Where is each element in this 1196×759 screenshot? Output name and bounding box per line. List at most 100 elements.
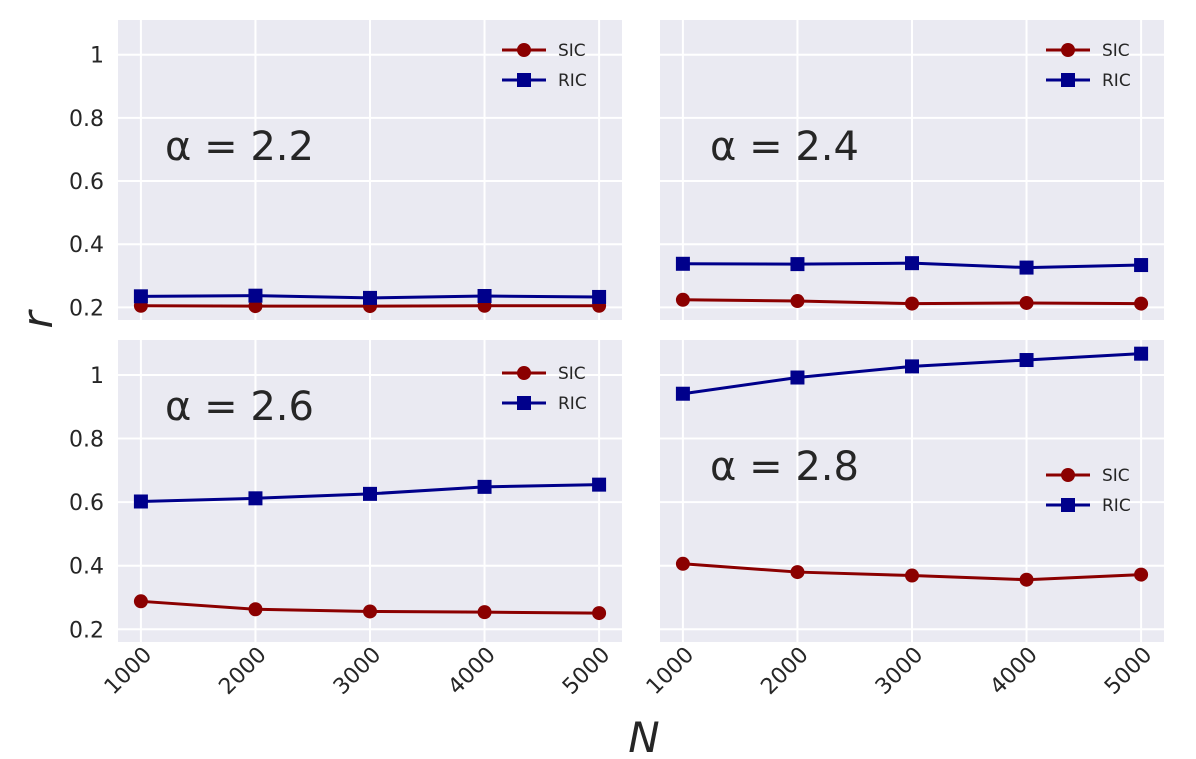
data-point [675,292,690,307]
x-tick-label: 3000 [871,643,928,700]
legend-item: RIC [502,71,587,91]
alpha-annotation: α = 2.4 [710,124,859,170]
legend-marker [1061,498,1075,512]
legend-label: RIC [1102,496,1131,516]
x-tick-label: 5000 [1100,643,1157,700]
legend-item: RIC [502,394,587,414]
x-tick-label: 3000 [329,643,386,700]
x-tick-label: 2000 [756,643,813,700]
legend-label: SIC [558,364,586,384]
alpha-annotation: α = 2.6 [165,384,314,430]
legend-item: SIC [1046,41,1130,61]
data-point [1019,572,1034,587]
y-tick-label: 1 [90,44,104,69]
x-tick-label: 1000 [642,643,699,700]
legend-label: SIC [1102,466,1130,486]
series-ric [675,256,1149,275]
data-point [477,605,492,620]
data-point [133,594,148,609]
panel-2: α = 2.4 SIC RIC [660,20,1164,320]
data-point [248,602,263,617]
panel-4: 1000 2000 3000 4000 5000 α = 2.8 SIC RIC [642,340,1164,700]
legend-marker [517,366,531,380]
legend-item: RIC [1046,496,1131,516]
panel-3: 0.2 0.4 0.6 0.8 1 1000 2000 3000 4000 5000 α = 2.6… [69,340,622,700]
legend-label: SIC [1102,41,1130,61]
legend-item: SIC [1046,466,1130,486]
legend-item: SIC [502,364,586,384]
x-tick-label: 4000 [444,643,501,700]
y-tick-label: 0.8 [69,428,104,453]
legend: SIC RIC [1046,41,1131,91]
legend: SIC RIC [1046,466,1131,516]
data-point [905,256,919,271]
data-point [790,565,805,580]
x-tick-label: 2000 [214,643,271,700]
series-ric [675,346,1149,401]
legend: SIC RIC [502,364,587,414]
data-point [477,479,492,494]
data-point [363,486,377,501]
data-point [592,289,607,304]
data-point [905,296,919,311]
legend-item: SIC [502,41,586,61]
legend-label: RIC [558,71,587,91]
data-point [1134,567,1149,582]
legend-marker [517,396,531,410]
data-point [592,477,607,492]
legend-marker [1061,468,1075,482]
panel-1: 0.2 0.4 0.6 0.8 1 α = 2.2 SIC RIC [69,20,622,321]
y-tick-label: 0.2 [69,618,104,643]
data-point [248,491,263,506]
data-point [363,604,377,619]
data-point [790,294,805,309]
data-point [1019,295,1034,310]
data-point [1134,296,1149,311]
data-point [1134,258,1149,273]
series-sic [133,594,607,621]
y-tick-label: 1 [90,364,104,389]
alpha-annotation: α = 2.2 [165,124,314,170]
series-ric [133,477,607,509]
y-tick-label: 0.2 [69,296,104,321]
legend-marker [1061,43,1075,57]
legend-marker [1061,73,1075,87]
legend-label: SIC [558,41,586,61]
data-point [790,370,805,385]
legend-marker [517,43,531,57]
data-point [363,290,377,305]
y-tick-label: 0.6 [69,170,104,195]
data-point [905,359,919,374]
legend-label: RIC [1102,71,1131,91]
legend-marker [517,73,531,87]
x-axis-label: N [628,713,659,759]
x-tick-label: 4000 [986,643,1043,700]
data-point [1134,346,1149,361]
legend: SIC RIC [502,41,587,91]
data-point [1019,260,1034,275]
y-tick-label: 0.4 [69,555,104,580]
data-point [790,257,805,272]
alpha-annotation: α = 2.8 [710,444,859,490]
series-ric [133,288,607,305]
y-axis-label: r [13,309,62,329]
legend-label: RIC [558,394,587,414]
data-point [592,606,607,621]
y-tick-label: 0.6 [69,491,104,516]
legend-item: RIC [1046,71,1131,91]
y-tick-label: 0.8 [69,107,104,132]
data-point [477,289,492,303]
data-point [1019,353,1034,368]
data-point [248,288,263,303]
series-sic [675,556,1149,587]
y-tick-label: 0.4 [69,233,104,258]
x-tick-label: 5000 [558,643,615,700]
series-sic [675,292,1149,311]
data-point [133,289,148,304]
data-point [905,568,919,583]
data-point [675,556,690,571]
data-point [675,256,690,271]
data-point [133,494,148,509]
